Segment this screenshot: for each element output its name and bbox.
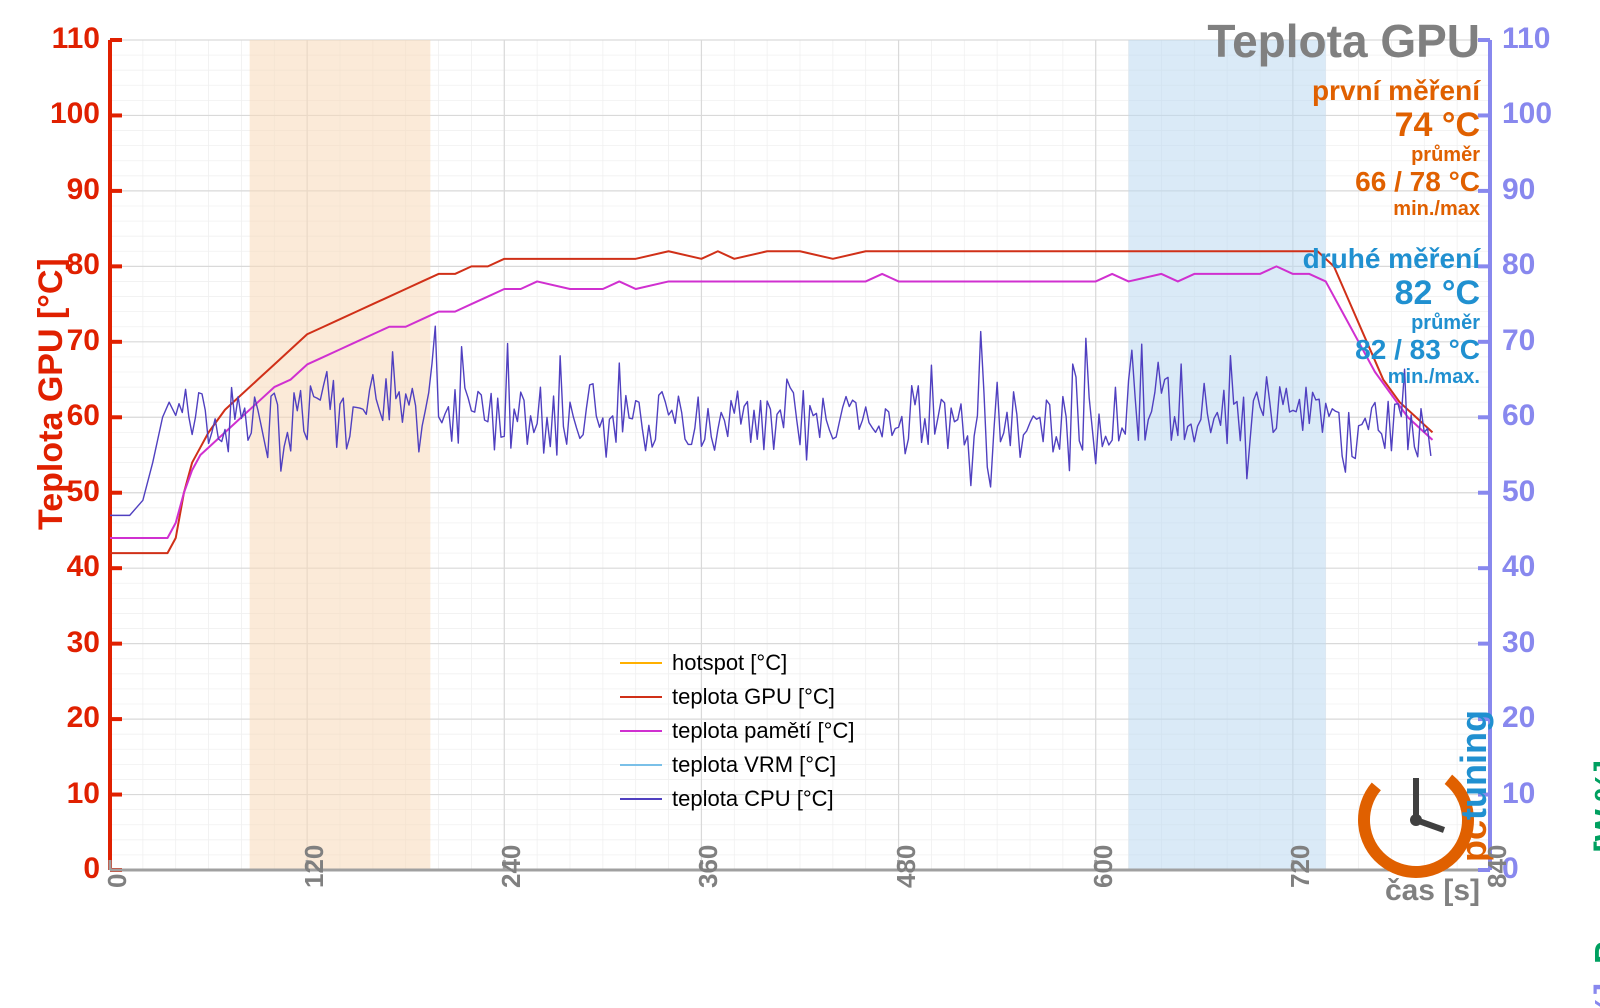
anno-first-value: 74 °C [1312, 107, 1480, 144]
chart-container: Teplota GPU Teplota GPU [°C] Fan speed [… [0, 0, 1600, 1008]
y-left-tick: 110 [52, 22, 100, 56]
y-right-tick: 90 [1502, 173, 1535, 207]
y-left-tick: 50 [67, 475, 100, 509]
annotation-first: první měření 74 °C průměr 66 / 78 °C min… [1312, 76, 1480, 221]
y-right-tick: 30 [1502, 626, 1535, 660]
anno-second-sub1: průměr [1303, 312, 1480, 335]
x-tick: 240 [496, 845, 527, 888]
anno-second-title: druhé měření [1303, 244, 1480, 275]
legend-label: teplota CPU [°C] [672, 786, 834, 812]
y-right-tick: 10 [1502, 777, 1535, 811]
y-left-tick: 70 [67, 324, 100, 358]
legend-label: teplota pamětí [°C] [672, 718, 854, 744]
y-right-tick: 40 [1502, 550, 1535, 584]
legend-swatch [620, 798, 662, 800]
legend-item: teplota VRM [°C] [620, 752, 836, 778]
y-left-tick: 90 [67, 173, 100, 207]
y-right-label: Fan speed [%], Power [W,%] [1588, 760, 1600, 1008]
annotation-second: druhé měření 82 °C průměr 82 / 83 °C min… [1303, 244, 1480, 389]
y-left-tick: 30 [67, 626, 100, 660]
legend-swatch [620, 730, 662, 732]
anno-second-range: 82 / 83 °C [1303, 335, 1480, 366]
x-tick: 360 [693, 845, 724, 888]
legend-label: teplota GPU [°C] [672, 684, 835, 710]
y-left-tick: 10 [67, 777, 100, 811]
legend-item: teplota GPU [°C] [620, 684, 835, 710]
y-right-power: Power [W,%] [1588, 760, 1600, 964]
legend-label: teplota VRM [°C] [672, 752, 836, 778]
y-right-tick: 100 [1502, 97, 1552, 131]
y-right-tick: 110 [1502, 22, 1550, 56]
anno-first-sub2: min./max [1312, 198, 1480, 221]
legend-swatch [620, 662, 662, 664]
legend-swatch [620, 696, 662, 698]
anno-first-title: první měření [1312, 76, 1480, 107]
y-left-tick: 60 [67, 399, 100, 433]
anno-second-value: 82 °C [1303, 275, 1480, 312]
legend-item: hotspot [°C] [620, 650, 787, 676]
x-tick: 480 [891, 845, 922, 888]
y-right-tick: 50 [1502, 475, 1535, 509]
anno-first-sub1: průměr [1312, 144, 1480, 167]
y-right-tick: 80 [1502, 248, 1535, 282]
y-right-fan: Fan speed [%] [1588, 983, 1600, 1008]
y-left-label: Teplota GPU [°C] [32, 258, 71, 530]
anno-second-sub2: min./max. [1303, 366, 1480, 389]
chart-title: Teplota GPU [1207, 14, 1480, 68]
x-tick: 600 [1088, 845, 1119, 888]
legend-label: hotspot [°C] [672, 650, 787, 676]
x-tick: 120 [299, 845, 330, 888]
pctuning-logo: tuning pc [1336, 670, 1496, 890]
x-tick: 840 [1482, 845, 1513, 888]
y-left-tick: 80 [67, 248, 100, 282]
y-left-tick: 0 [83, 852, 100, 886]
y-right-tick: 60 [1502, 399, 1535, 433]
x-tick: 720 [1285, 845, 1316, 888]
y-right-tick: 20 [1502, 701, 1535, 735]
legend-item: teplota CPU [°C] [620, 786, 834, 812]
y-left-tick: 20 [67, 701, 100, 735]
anno-first-range: 66 / 78 °C [1312, 167, 1480, 198]
y-left-tick: 100 [50, 97, 100, 131]
y-right-tick: 70 [1502, 324, 1535, 358]
y-left-tick: 40 [67, 550, 100, 584]
logo-text-top: tuning [1453, 710, 1494, 820]
x-tick: 0 [102, 874, 133, 888]
legend-item: teplota pamětí [°C] [620, 718, 854, 744]
legend-swatch [620, 764, 662, 766]
